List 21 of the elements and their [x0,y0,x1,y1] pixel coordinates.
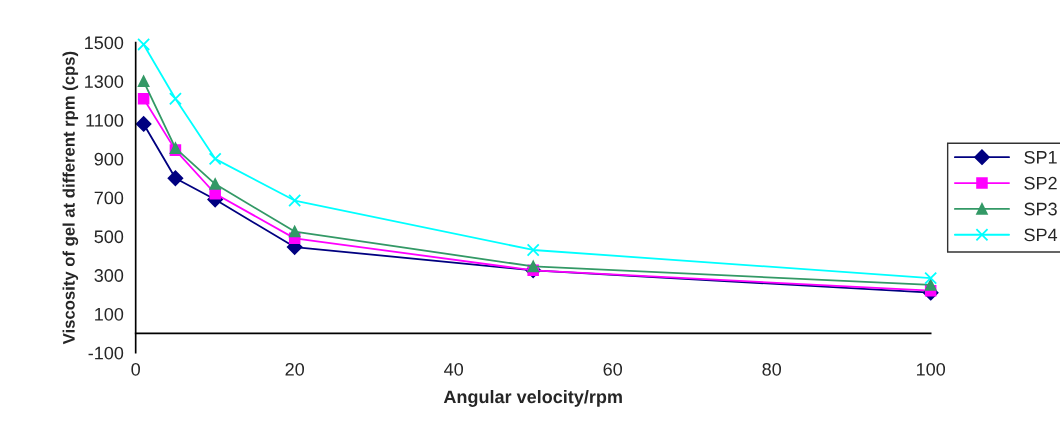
y-tick-label: 100 [95,307,124,321]
y-tick-label: 300 [94,269,124,282]
x-tick-label: 60 [603,362,623,376]
legend-label: SP1 [1024,150,1057,164]
x-tick-label: 40 [444,362,464,376]
legend-label: SP3 [1024,202,1057,216]
y-tick-label: 900 [94,152,124,166]
y-tick-label: 1300 [85,75,124,88]
legend-label: SP2 [1024,176,1057,190]
y-tick-label: 1100 [86,114,124,127]
y-tick-label: 700 [94,191,124,205]
x-tick-label: 0 [131,362,140,376]
y-axis-title: Viscosity of gel at different rpm (cps) [62,51,79,345]
y-tick-label: -100 [88,346,124,360]
y-tick-label: 1500 [85,36,124,50]
y-tick-label: 500 [94,230,124,244]
legend-label: SP4 [1024,228,1058,242]
x-axis-title: Angular velocity/rpm [443,389,622,407]
x-tick-label: 80 [762,362,782,376]
x-tick-label: 20 [285,362,305,376]
x-tick-label: 100 [917,362,946,376]
